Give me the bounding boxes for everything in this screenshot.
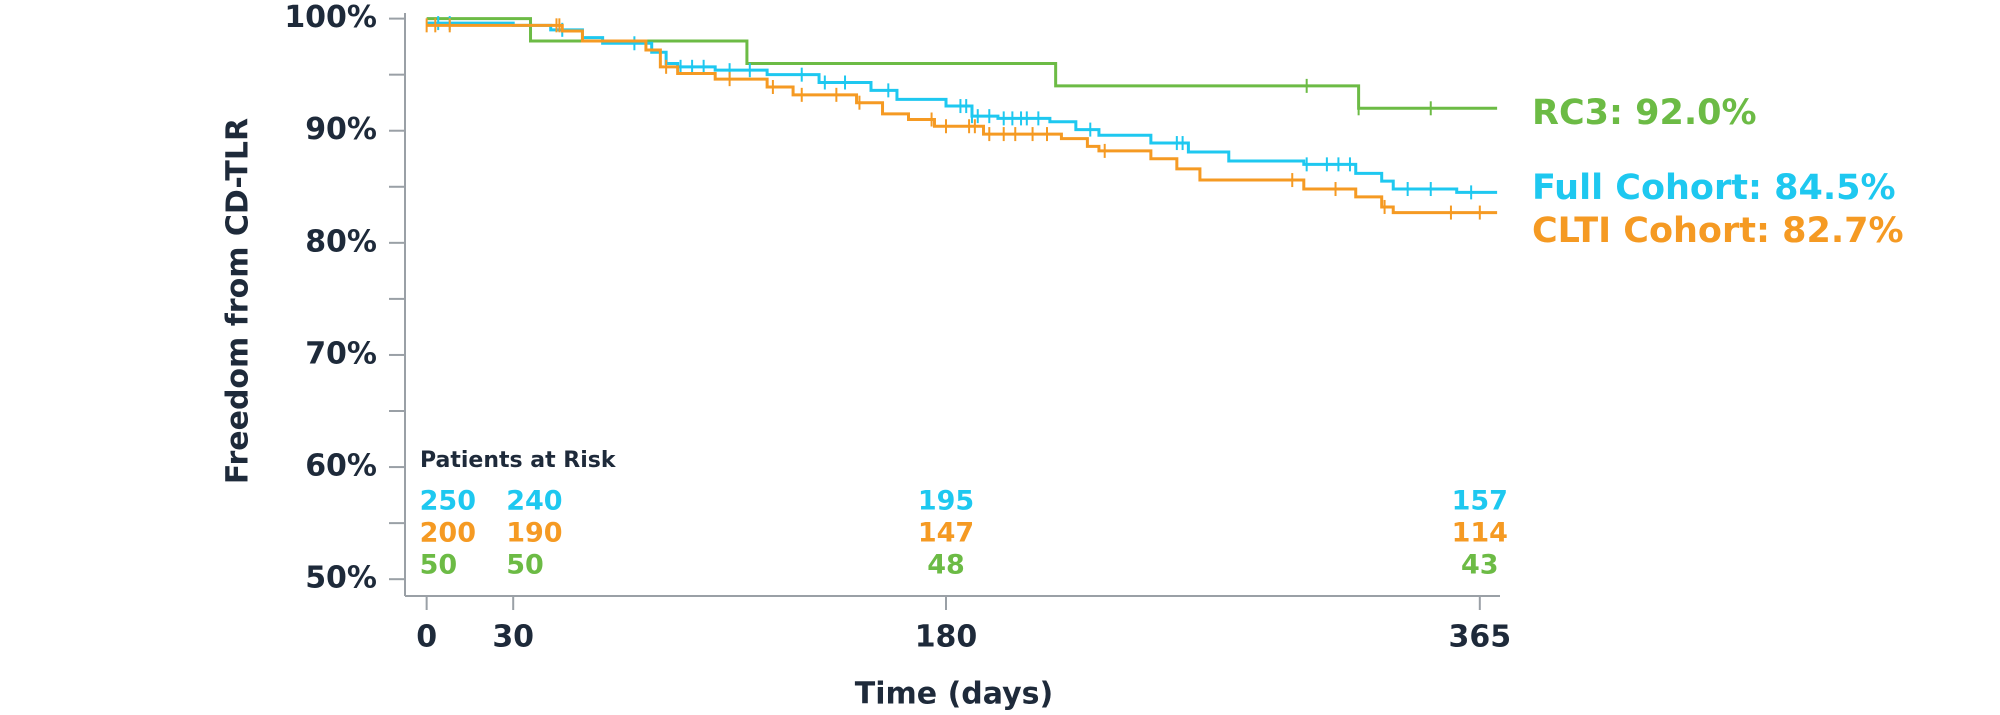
y-tick-label: 100% (284, 0, 377, 35)
y-tick-label: 70% (305, 336, 377, 371)
km-curve (426, 21, 1498, 194)
risk-count: 195 (918, 486, 974, 517)
risk-count: 50 (420, 550, 458, 581)
x-tick-label: 365 (1448, 620, 1511, 655)
km-curve (426, 17, 1498, 110)
x-axis-title: Time (days) (855, 677, 1053, 712)
risk-count: 200 (420, 518, 476, 549)
risk-count: 114 (1452, 518, 1508, 549)
y-tick-label: 80% (305, 224, 377, 259)
y-tick-label: 90% (305, 112, 377, 147)
risk-count: 147 (918, 518, 974, 549)
y-tick-label: 60% (305, 449, 377, 484)
end-label: CLTI Cohort: 82.7% (1532, 211, 1904, 251)
end-label: Full Cohort: 84.5% (1532, 168, 1896, 208)
x-tick-label: 180 (915, 620, 978, 655)
risk-count: 50 (506, 550, 544, 581)
risk-count: 190 (506, 518, 562, 549)
end-label: RC3: 92.0% (1532, 93, 1757, 133)
risk-count: 250 (420, 486, 476, 517)
y-tick-label: 50% (305, 561, 377, 596)
risk-count: 157 (1452, 486, 1508, 517)
x-tick-label: 0 (416, 620, 437, 655)
km-curve (426, 23, 1498, 215)
risk-table-title: Patients at Risk (420, 448, 617, 473)
risk-count: 240 (506, 486, 562, 517)
risk-count: 43 (1461, 550, 1499, 581)
x-tick-label: 30 (492, 620, 534, 655)
risk-count: 48 (927, 550, 965, 581)
y-axis-title: Freedom from CD-TLR (221, 118, 256, 484)
